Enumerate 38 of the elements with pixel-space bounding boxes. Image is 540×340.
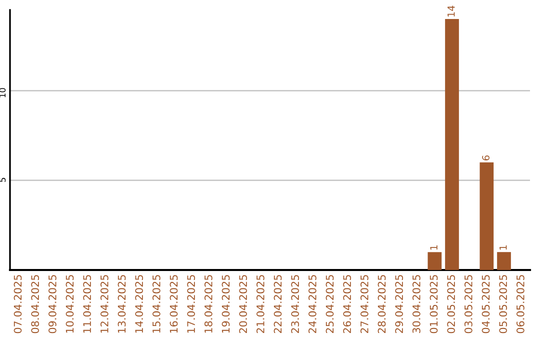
x-tick-label: 01.05.2025 xyxy=(430,275,438,334)
x-tick-label: 22.04.2025 xyxy=(274,275,282,334)
x-tick-label: 17.04.2025 xyxy=(187,275,196,333)
x-tick-label: 19.04.2025 xyxy=(222,275,230,333)
x-tick-label: 21.04.2025 xyxy=(256,275,264,334)
x-tick-label: 07.04.2025 xyxy=(14,275,22,334)
bar xyxy=(480,162,494,270)
bar xyxy=(428,252,442,270)
x-tick-label: 29.04.2025 xyxy=(395,275,404,334)
data-label: 1 xyxy=(500,245,507,250)
x-tick-label: 24.04.2025 xyxy=(308,275,316,334)
x-tick-label: 20.04.2025 xyxy=(239,275,248,334)
x-tick-label: 13.04.2025 xyxy=(118,275,126,333)
data-label: 1 xyxy=(430,245,438,250)
x-tick-label: 25.04.2025 xyxy=(326,275,334,334)
data-label: 6 xyxy=(482,155,490,160)
x-tick-label: 11.04.2025 xyxy=(83,275,92,333)
x-tick-label: 26.04.2025 xyxy=(343,275,352,334)
bar xyxy=(445,18,459,270)
x-tick-label: 23.04.2025 xyxy=(291,275,300,334)
x-tick-label: 10.04.2025 xyxy=(66,275,74,333)
x-tick-label: 08.04.2025 xyxy=(31,275,40,334)
x-tick-label: 02.05.2025 xyxy=(447,275,456,334)
x-tick-label: 27.04.2025 xyxy=(360,275,368,334)
x-tick-label: 16.04.2025 xyxy=(170,275,178,333)
x-tick-label: 15.04.2025 xyxy=(152,275,160,333)
x-tick-label: 28.04.2025 xyxy=(378,275,386,334)
x-tick-label: 04.05.2025 xyxy=(482,275,490,334)
x-tick-label: 14.04.2025 xyxy=(135,275,144,333)
data-label: 14 xyxy=(448,6,455,17)
x-tick-label: 30.04.2025 xyxy=(412,275,420,334)
x-tick-label: 12.04.2025 xyxy=(100,275,108,333)
x-tick-label: 06.05.2025 xyxy=(516,275,524,334)
x-tick-label: 05.05.2025 xyxy=(499,275,508,334)
bar xyxy=(497,252,511,270)
x-tick-label: 18.04.2025 xyxy=(204,275,212,333)
x-tick-label: 09.04.2025 xyxy=(48,275,56,334)
x-tick-label: 03.05.2025 xyxy=(464,275,472,334)
